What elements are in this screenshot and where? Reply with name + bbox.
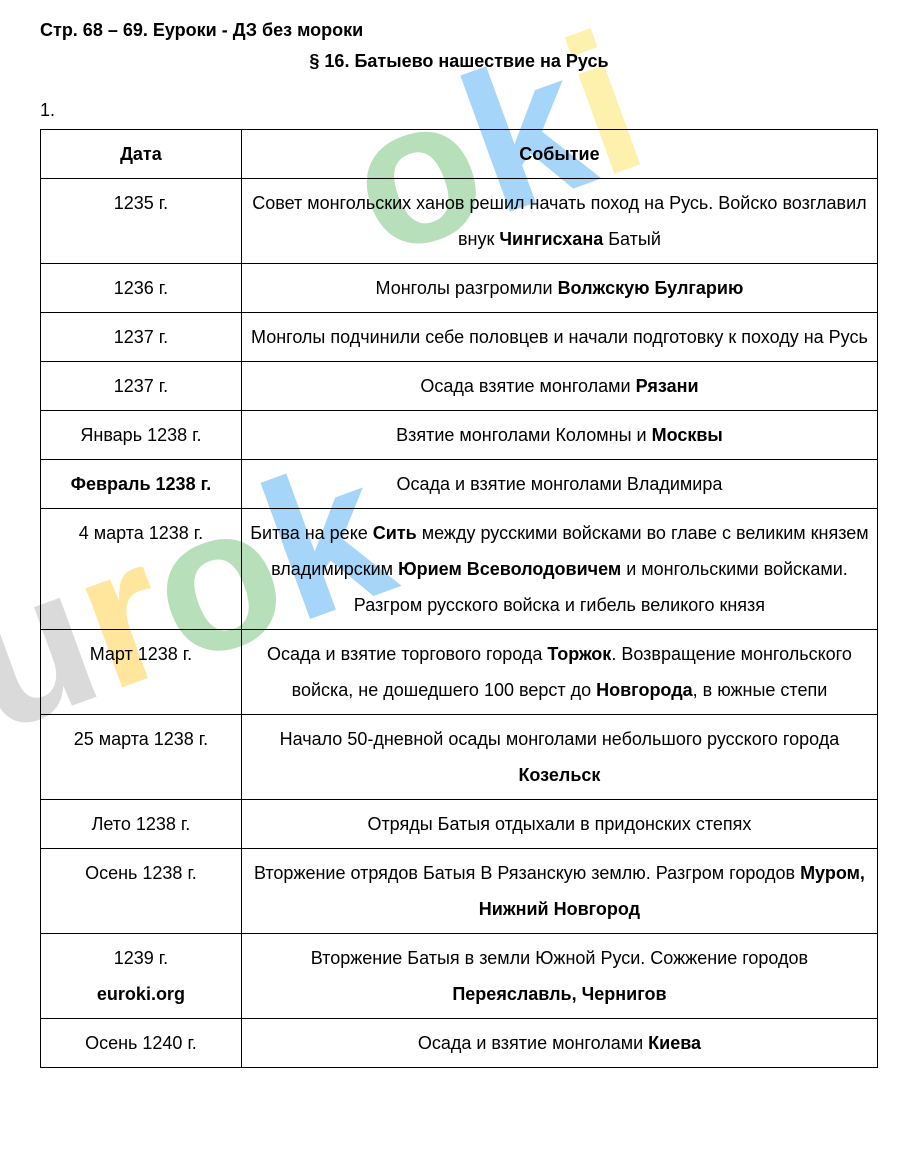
date-cell: 1235 г.	[41, 179, 242, 264]
date-cell: Лето 1238 г.	[41, 800, 242, 849]
date-cell: 25 марта 1238 г.	[41, 715, 242, 800]
col-header-event: Событие	[241, 130, 877, 179]
events-table: Дата Событие 1235 г.Совет монгольских ха…	[40, 129, 878, 1068]
event-cell: Осада и взятие торгового города Торжок. …	[241, 630, 877, 715]
date-cell: 1236 г.	[41, 264, 242, 313]
date-cell: 4 марта 1238 г.	[41, 509, 242, 630]
col-header-date: Дата	[41, 130, 242, 179]
table-row: 1236 г.Монголы разгромили Волжскую Булга…	[41, 264, 878, 313]
date-cell: Январь 1238 г.	[41, 411, 242, 460]
event-cell: Взятие монголами Коломны и Москвы	[241, 411, 877, 460]
event-cell: Осада и взятие монголами Владимира	[241, 460, 877, 509]
table-body: 1235 г.Совет монгольских ханов решил нач…	[41, 179, 878, 1068]
event-cell: Осада взятие монголами Рязани	[241, 362, 877, 411]
table-row: 1235 г.Совет монгольских ханов решил нач…	[41, 179, 878, 264]
table-row: Лето 1238 г.Отряды Батыя отдыхали в прид…	[41, 800, 878, 849]
date-cell: 1237 г.	[41, 313, 242, 362]
event-cell: Осада и взятие монголами Киева	[241, 1019, 877, 1068]
table-row: 1237 г.Осада взятие монголами Рязани	[41, 362, 878, 411]
event-cell: Битва на реке Сить между русскими войска…	[241, 509, 877, 630]
table-row: Март 1238 г.Осада и взятие торгового гор…	[41, 630, 878, 715]
date-cell: Март 1238 г.	[41, 630, 242, 715]
event-cell: Вторжение отрядов Батыя В Рязанскую земл…	[241, 849, 877, 934]
table-row: Январь 1238 г.Взятие монголами Коломны и…	[41, 411, 878, 460]
table-row: 1239 г.euroki.orgВторжение Батыя в земли…	[41, 934, 878, 1019]
table-row: Осень 1238 г.Вторжение отрядов Батыя В Р…	[41, 849, 878, 934]
event-cell: Монголы разгромили Волжскую Булгарию	[241, 264, 877, 313]
date-cell: Февраль 1238 г.	[41, 460, 242, 509]
event-cell: Монголы подчинили себе половцев и начали…	[241, 313, 877, 362]
page-content: Стр. 68 – 69. Еуроки - ДЗ без мороки § 1…	[40, 20, 878, 1068]
date-cell: Осень 1240 г.	[41, 1019, 242, 1068]
date-cell: Осень 1238 г.	[41, 849, 242, 934]
table-row: Осень 1240 г.Осада и взятие монголами Ки…	[41, 1019, 878, 1068]
table-row: Февраль 1238 г.Осада и взятие монголами …	[41, 460, 878, 509]
event-cell: Вторжение Батыя в земли Южной Руси. Сожж…	[241, 934, 877, 1019]
table-row: 25 марта 1238 г.Начало 50-дневной осады …	[41, 715, 878, 800]
table-header-row: Дата Событие	[41, 130, 878, 179]
event-cell: Начало 50-дневной осады монголами неболь…	[241, 715, 877, 800]
event-cell: Отряды Батыя отдыхали в придонских степя…	[241, 800, 877, 849]
site-note: euroki.org	[49, 976, 233, 1012]
date-cell: 1237 г.	[41, 362, 242, 411]
event-cell: Совет монгольских ханов решил начать пох…	[241, 179, 877, 264]
table-row: 1237 г.Монголы подчинили себе половцев и…	[41, 313, 878, 362]
section-title: § 16. Батыево нашествие на Русь	[40, 51, 878, 72]
date-cell: 1239 г.euroki.org	[41, 934, 242, 1019]
page-header: Стр. 68 – 69. Еуроки - ДЗ без мороки	[40, 20, 878, 41]
task-number: 1.	[40, 100, 878, 121]
table-row: 4 марта 1238 г.Битва на реке Сить между …	[41, 509, 878, 630]
